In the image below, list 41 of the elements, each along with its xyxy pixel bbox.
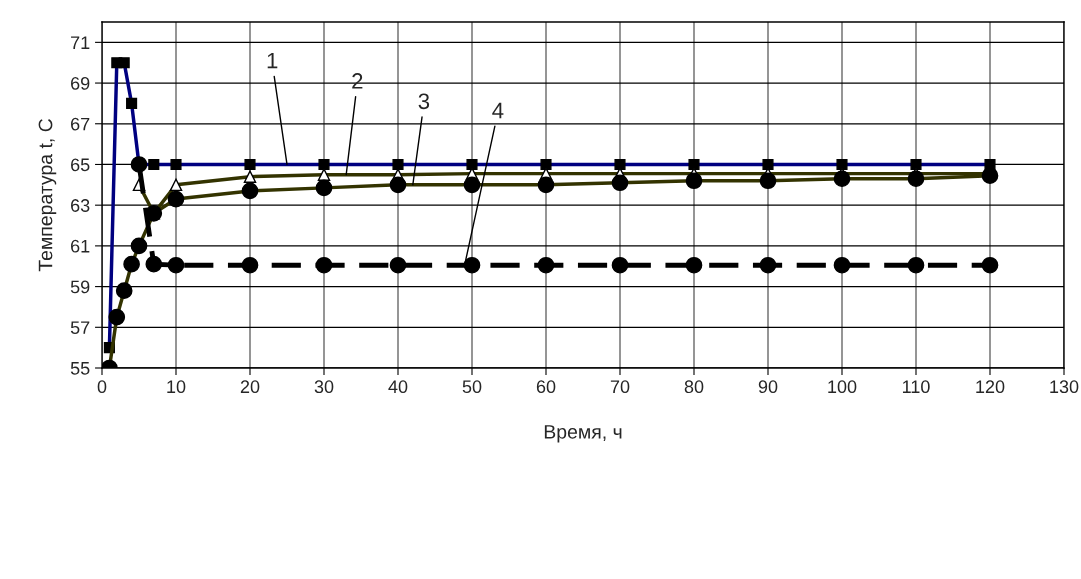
- y-tick-label: 69: [71, 76, 90, 90]
- x-tick-label: 120: [976, 380, 1005, 394]
- x-tick-label: 30: [314, 380, 334, 394]
- point: [315, 256, 333, 274]
- x-tick-label: 80: [684, 380, 704, 394]
- y-axis-title: Температура t, C: [38, 119, 57, 272]
- point: [759, 256, 777, 274]
- x-tick-label: 50: [462, 380, 482, 394]
- point: [537, 256, 555, 274]
- point: [389, 256, 407, 274]
- y-tick-label: 61: [71, 239, 90, 253]
- y-tick-label: 65: [71, 158, 90, 172]
- y-tick-label: 63: [71, 199, 90, 212]
- point: [685, 256, 703, 274]
- point: [611, 256, 629, 274]
- y-tick-label: 57: [70, 321, 90, 335]
- y-tick-label: 59: [70, 280, 90, 294]
- x-tick-label: 0: [97, 380, 107, 394]
- x-tick-label: 70: [610, 380, 630, 394]
- annotation: 4: [492, 102, 504, 119]
- x-axis-title: Время, ч: [544, 425, 622, 443]
- annotation: 3: [418, 93, 430, 110]
- point: [145, 255, 163, 273]
- point: [463, 256, 481, 274]
- x-tick-label: 20: [240, 380, 260, 394]
- annotation: 1: [267, 52, 278, 69]
- x-tick-label: 10: [167, 380, 186, 394]
- point: [833, 256, 851, 274]
- x-tick-label: 40: [388, 380, 408, 394]
- point: [241, 256, 259, 274]
- y-tick-label: 67: [71, 117, 90, 131]
- x-tick-label: 90: [758, 380, 778, 394]
- x-tick-label: 130: [1050, 380, 1079, 394]
- point: [907, 256, 925, 274]
- y-tick-label: 71: [71, 36, 90, 49]
- x-tick-label: 100: [828, 380, 857, 394]
- point: [167, 256, 185, 274]
- point: [981, 256, 999, 274]
- y-tick-label: 55: [70, 362, 90, 375]
- x-tick-label: 110: [902, 380, 930, 394]
- x-tick-label: 60: [536, 380, 556, 394]
